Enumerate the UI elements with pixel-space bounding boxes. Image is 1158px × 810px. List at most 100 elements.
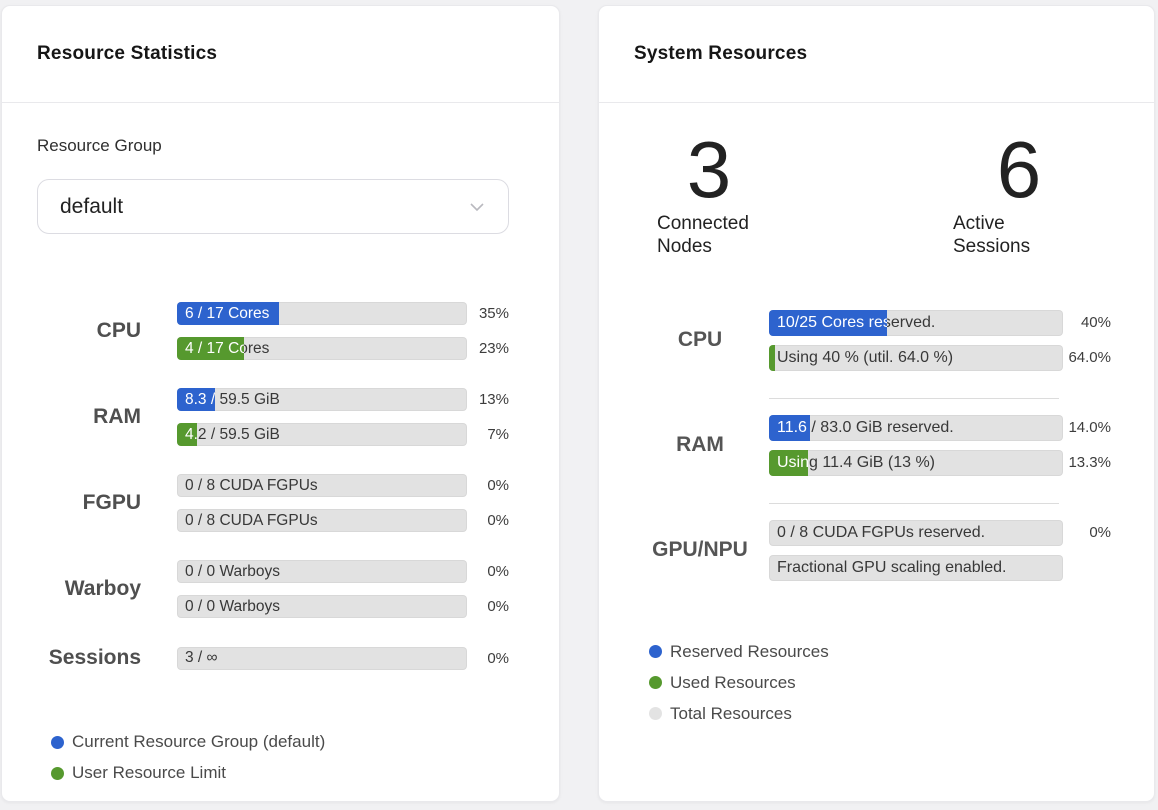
bar-text: 11.6 / 83.0 GiB reserved. — [777, 418, 954, 436]
usage-bar: 0 / 8 CUDA FGPUs 0 / 8 CUDA FGPUs — [177, 474, 467, 497]
stats-row: 3 Connected Nodes 6 Active Sessions — [657, 125, 1085, 259]
legend-item: Reserved Resources — [649, 642, 1111, 662]
bar-text: Using 11.4 GiB (13 %) — [777, 453, 935, 471]
usage-bar: 3 / ∞ 3 / ∞ — [177, 646, 467, 670]
bar-percent: 64.0% — [1068, 349, 1111, 367]
usage-bar: 10/25 Cores reserved. 10/25 Cores reserv… — [769, 309, 1063, 336]
stat-connected-nodes: 3 Connected Nodes — [657, 125, 761, 259]
system-resources-card: System Resources 3 Connected Nodes 6 Act… — [598, 5, 1155, 802]
group-divider — [769, 502, 1059, 504]
system-resource-groups: CPU 10/25 Cores reserved. 10/25 Cores re… — [631, 309, 1111, 581]
row-label: Sessions — [48, 646, 141, 669]
usage-bar: 11.6 / 83.0 GiB reserved. 11.6 / 83.0 Gi… — [769, 414, 1063, 441]
bar-text: 0 / 8 CUDA FGPUs — [185, 476, 318, 494]
usage-bar: 6 / 17 Cores 6 / 17 Cores — [177, 302, 467, 325]
bar-text: 0 / 0 Warboys — [185, 562, 281, 580]
bar-text: 4.2 / 59.5 GiB — [185, 425, 280, 443]
card-header: System Resources — [599, 6, 1154, 103]
bar-percent: 0% — [487, 477, 509, 494]
usage-bar: 0 / 8 CUDA FGPUs 0 / 8 CUDA FGPUs — [177, 509, 467, 532]
stat-label: Active Sessions — [953, 213, 1031, 257]
stat-value: 3 — [686, 125, 732, 214]
bar-text: 0 / 8 CUDA FGPUs reserved. — [777, 523, 986, 541]
resource-group-value: default — [60, 194, 124, 218]
usage-bar: 4 / 17 Cores 4 / 17 Cores — [177, 337, 467, 360]
card-body: 3 Connected Nodes 6 Active Sessions CPU … — [599, 125, 1154, 724]
system-row-cpu: CPU 10/25 Cores reserved. 10/25 Cores re… — [631, 309, 1111, 371]
row-label: RAM — [676, 433, 724, 457]
usage-bar: 0 / 8 CUDA FGPUs reserved. 0 / 8 CUDA FG… — [769, 519, 1063, 546]
usage-bar: Fractional GPU scaling enabled. Fraction… — [769, 554, 1063, 581]
row-label: Warboy — [64, 577, 141, 600]
green-dot-icon — [51, 766, 64, 780]
bar-percent: 13% — [478, 391, 509, 408]
legend-item: Total Resources — [649, 704, 1111, 724]
bar-percent: 0% — [487, 563, 509, 580]
bar-percent: 40% — [1080, 314, 1111, 332]
row-label: CPU — [677, 328, 723, 352]
resource-row-ram: RAM 8.3 / 59.5 GiB 8.3 / 59.5 GiB 13% 4.… — [37, 388, 509, 446]
bar-fill-used: 4 / 17 Cores — [177, 337, 244, 360]
blue-dot-icon — [649, 645, 662, 659]
bar-fill-reserved: 6 / 17 Cores — [177, 302, 279, 325]
bar-fill-reserved: 10/25 Cores reserved. — [769, 309, 887, 336]
gray-dot-icon — [649, 707, 662, 721]
bar-fill-reserved: 8.3 / 59.5 GiB — [177, 388, 215, 411]
bar-fill-reserved: 11.6 / 83.0 GiB reserved. — [769, 414, 811, 441]
card-title: Resource Statistics — [37, 43, 218, 64]
row-label: CPU — [96, 319, 141, 342]
legend: Current Resource Group (default) User Re… — [51, 732, 509, 783]
resource-row-cpu: CPU 6 / 17 Cores 6 / 17 Cores 35% 4 / 17… — [37, 302, 509, 360]
row-label: FGPU — [82, 491, 141, 514]
bar-fill-used: Using 11.4 GiB (13 %) — [769, 449, 809, 476]
bar-text: Fractional GPU scaling enabled. — [777, 558, 1007, 576]
bar-percent: 0% — [487, 649, 509, 667]
resource-group-select[interactable]: default — [37, 179, 509, 234]
bar-percent: 14.0% — [1068, 419, 1111, 437]
resource-row-fgpu: FGPU 0 / 8 CUDA FGPUs 0 / 8 CUDA FGPUs 0… — [37, 474, 509, 532]
resource-row-sessions: Sessions 3 / ∞ 3 / ∞ 0% — [37, 646, 509, 670]
stat-label: Connected Nodes — [657, 213, 749, 257]
stat-value: 6 — [996, 125, 1042, 214]
group-divider — [769, 397, 1059, 399]
row-label: GPU/NPU — [652, 538, 748, 562]
bar-text: Using 40 % (util. 64.0 %) — [777, 348, 954, 366]
bar-percent: 7% — [487, 426, 509, 443]
bar-percent: 0% — [487, 512, 509, 529]
bar-text: 0 / 0 Warboys — [185, 597, 281, 615]
bar-percent: 0% — [487, 598, 509, 615]
card-title: System Resources — [634, 43, 808, 64]
card-header: Resource Statistics — [2, 6, 559, 103]
usage-bar: 0 / 0 Warboys 0 / 0 Warboys — [177, 560, 467, 583]
bar-percent: 35% — [478, 305, 509, 322]
bar-text: 3 / ∞ — [185, 649, 218, 666]
row-label: RAM — [93, 405, 141, 428]
bar-fill-used: Using 40 % (util. 64.0 %) — [769, 344, 775, 371]
bar-percent: 23% — [478, 340, 509, 357]
usage-bar: 4.2 / 59.5 GiB 4.2 / 59.5 GiB — [177, 423, 467, 446]
usage-bar: Using 11.4 GiB (13 %) Using 11.4 GiB (13… — [769, 449, 1063, 476]
system-row-gpu-npu: GPU/NPU 0 / 8 CUDA FGPUs reserved. 0 / 8… — [631, 519, 1111, 581]
green-dot-icon — [649, 676, 662, 690]
bar-fill-used: 4.2 / 59.5 GiB — [177, 423, 198, 446]
legend-item: Used Resources — [649, 673, 1111, 693]
usage-bar: 0 / 0 Warboys 0 / 0 Warboys — [177, 595, 467, 618]
usage-bar: 8.3 / 59.5 GiB 8.3 / 59.5 GiB — [177, 388, 467, 411]
blue-dot-icon — [51, 735, 64, 749]
resource-rows: CPU 6 / 17 Cores 6 / 17 Cores 35% 4 / 17… — [37, 302, 509, 670]
bar-text: 0 / 8 CUDA FGPUs — [185, 511, 318, 529]
resource-row-warboy: Warboy 0 / 0 Warboys 0 / 0 Warboys 0% 0 … — [37, 560, 509, 618]
legend-item: Current Resource Group (default) — [51, 732, 509, 752]
resource-group-label: Resource Group — [37, 136, 162, 155]
card-body: Resource Group default CPU 6 / 17 Cores … — [2, 136, 559, 783]
system-row-ram: RAM 11.6 / 83.0 GiB reserved. 11.6 / 83.… — [631, 414, 1111, 476]
usage-bar: Using 40 % (util. 64.0 %) Using 40 % (ut… — [769, 344, 1063, 371]
stat-active-sessions: 6 Active Sessions — [953, 125, 1085, 259]
bar-percent: 0% — [1089, 524, 1111, 542]
chevron-down-icon — [470, 202, 484, 211]
bar-percent: 13.3% — [1068, 454, 1111, 472]
legend-item: User Resource Limit — [51, 763, 509, 783]
resource-statistics-card: Resource Statistics Resource Group defau… — [1, 5, 560, 802]
legend: Reserved Resources Used Resources Total … — [649, 642, 1111, 724]
